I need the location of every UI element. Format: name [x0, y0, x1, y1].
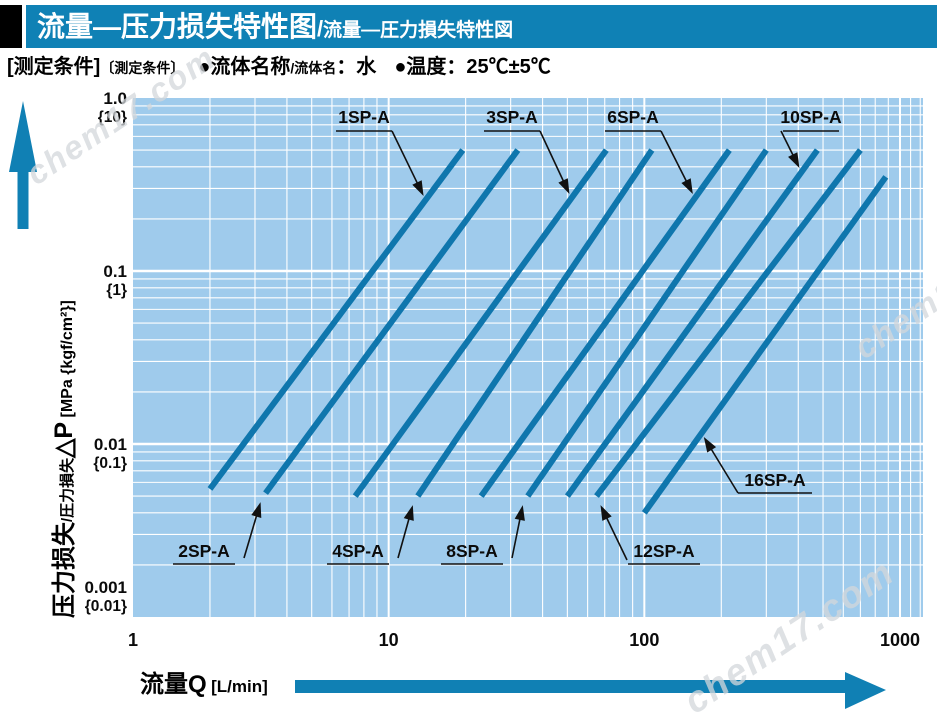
- series-line-2SP-A: [263, 148, 521, 495]
- annotation-arrow-head: [681, 178, 693, 194]
- series-line-4SP-A: [415, 148, 655, 498]
- series-line-6SP-A: [478, 148, 732, 498]
- y-tick-label-kgf: {10}: [98, 109, 127, 126]
- annotation-arrow-line: [539, 130, 566, 184]
- x-tick-label: 1000: [880, 630, 920, 650]
- y-axis-title-cn: 压力损失: [51, 522, 78, 618]
- annotation-arrow-line: [391, 130, 420, 186]
- annotation-arrow-line: [604, 515, 628, 561]
- y-tick-label-mpa: 1.0: [103, 89, 127, 108]
- series-line-12SP-A: [594, 148, 863, 498]
- y-axis-unit: [MPa {kgf/cm²}]: [59, 300, 76, 422]
- annotation-arrow-line: [660, 130, 689, 184]
- annotation-arrow-line: [780, 130, 795, 158]
- y-tick-label-mpa: 0.1: [103, 262, 127, 281]
- x-axis-unit: [L/min]: [211, 677, 268, 696]
- title-accent-block: [0, 5, 22, 48]
- y-axis-title: 压力损失/圧力損失△P [MPa {kgf/cm²}]: [44, 300, 79, 618]
- page-title-cn: 流量—压力损失特性图: [37, 11, 318, 42]
- x-tick-label: 100: [629, 630, 659, 650]
- y-tick-label-kgf: {0.1}: [93, 455, 127, 472]
- page-title-separator: /: [317, 16, 324, 41]
- annotation-arrow-line: [243, 513, 258, 559]
- annotation-arrow-head: [514, 505, 525, 521]
- annotation-arrow-head: [703, 437, 717, 453]
- annotation-arrow-line: [709, 446, 739, 494]
- x-axis-direction-arrow-head: [845, 672, 886, 709]
- y-axis-title-jp: /圧力損失: [59, 457, 76, 522]
- series-label-3SP-A: 3SP-A: [486, 107, 538, 127]
- y-tick-label-kgf: {0.01}: [85, 598, 127, 615]
- conditions-label-cn: [测定条件]: [7, 56, 101, 78]
- annotation-arrow-head: [251, 502, 262, 518]
- conditions-label-jp: 〔測定条件〕: [100, 60, 185, 76]
- series-line-1SP-A: [207, 148, 466, 491]
- page-title-jp: 流量—圧力損失特性図: [323, 20, 514, 41]
- series-label-12SP-A: 12SP-A: [633, 541, 695, 561]
- series-label-4SP-A: 4SP-A: [332, 541, 384, 561]
- series-line-3SP-A: [352, 148, 609, 498]
- y-tick-label-mpa: 0.01: [94, 435, 127, 454]
- measurement-conditions: [测定条件]〔測定条件〕 ●流体名称/流体名：水 ●温度：25℃±5℃: [7, 52, 551, 82]
- x-tick-label: 1: [128, 630, 138, 650]
- x-tick-label: 10: [379, 630, 399, 650]
- x-axis-title: 流量Q [L/min]: [140, 664, 268, 699]
- series-line-8SP-A: [525, 148, 769, 498]
- series-line-10SP-A: [564, 148, 820, 498]
- series-label-16SP-A: 16SP-A: [744, 470, 806, 490]
- fluid-label-jp: /流体名: [290, 60, 337, 76]
- series-label-8SP-A: 8SP-A: [446, 541, 498, 561]
- annotation-arrow-head: [788, 152, 800, 168]
- y-axis-direction-arrow: [9, 101, 37, 229]
- annotation-arrow-line: [511, 516, 522, 559]
- y-axis-symbol: △P: [50, 421, 78, 458]
- series-label-6SP-A: 6SP-A: [607, 107, 659, 127]
- annotation-arrow-head: [600, 505, 612, 521]
- x-axis-direction-arrow-shaft: [295, 680, 845, 693]
- fluid-value: ：水: [336, 56, 377, 78]
- y-tick-label-kgf: {1}: [106, 282, 127, 299]
- title-bar: 流量—压力损失特性图/流量—圧力損失特性図: [26, 5, 937, 48]
- temperature-value: ●温度：25℃±5℃: [394, 56, 551, 78]
- series-label-1SP-A: 1SP-A: [338, 107, 390, 127]
- y-tick-label-mpa: 0.001: [84, 578, 127, 597]
- plot-area: [133, 98, 923, 617]
- series-line-16SP-A: [641, 175, 889, 515]
- x-axis-title-label: 流量Q: [140, 671, 207, 698]
- series-label-2SP-A: 2SP-A: [178, 541, 230, 561]
- annotation-arrow-line: [397, 516, 411, 559]
- annotation-arrow-head: [558, 178, 570, 194]
- annotation-arrow-head: [403, 505, 414, 521]
- series-label-10SP-A: 10SP-A: [780, 107, 842, 127]
- annotation-arrow-head: [412, 180, 424, 196]
- fluid-label-cn: ●流体名称: [198, 56, 291, 78]
